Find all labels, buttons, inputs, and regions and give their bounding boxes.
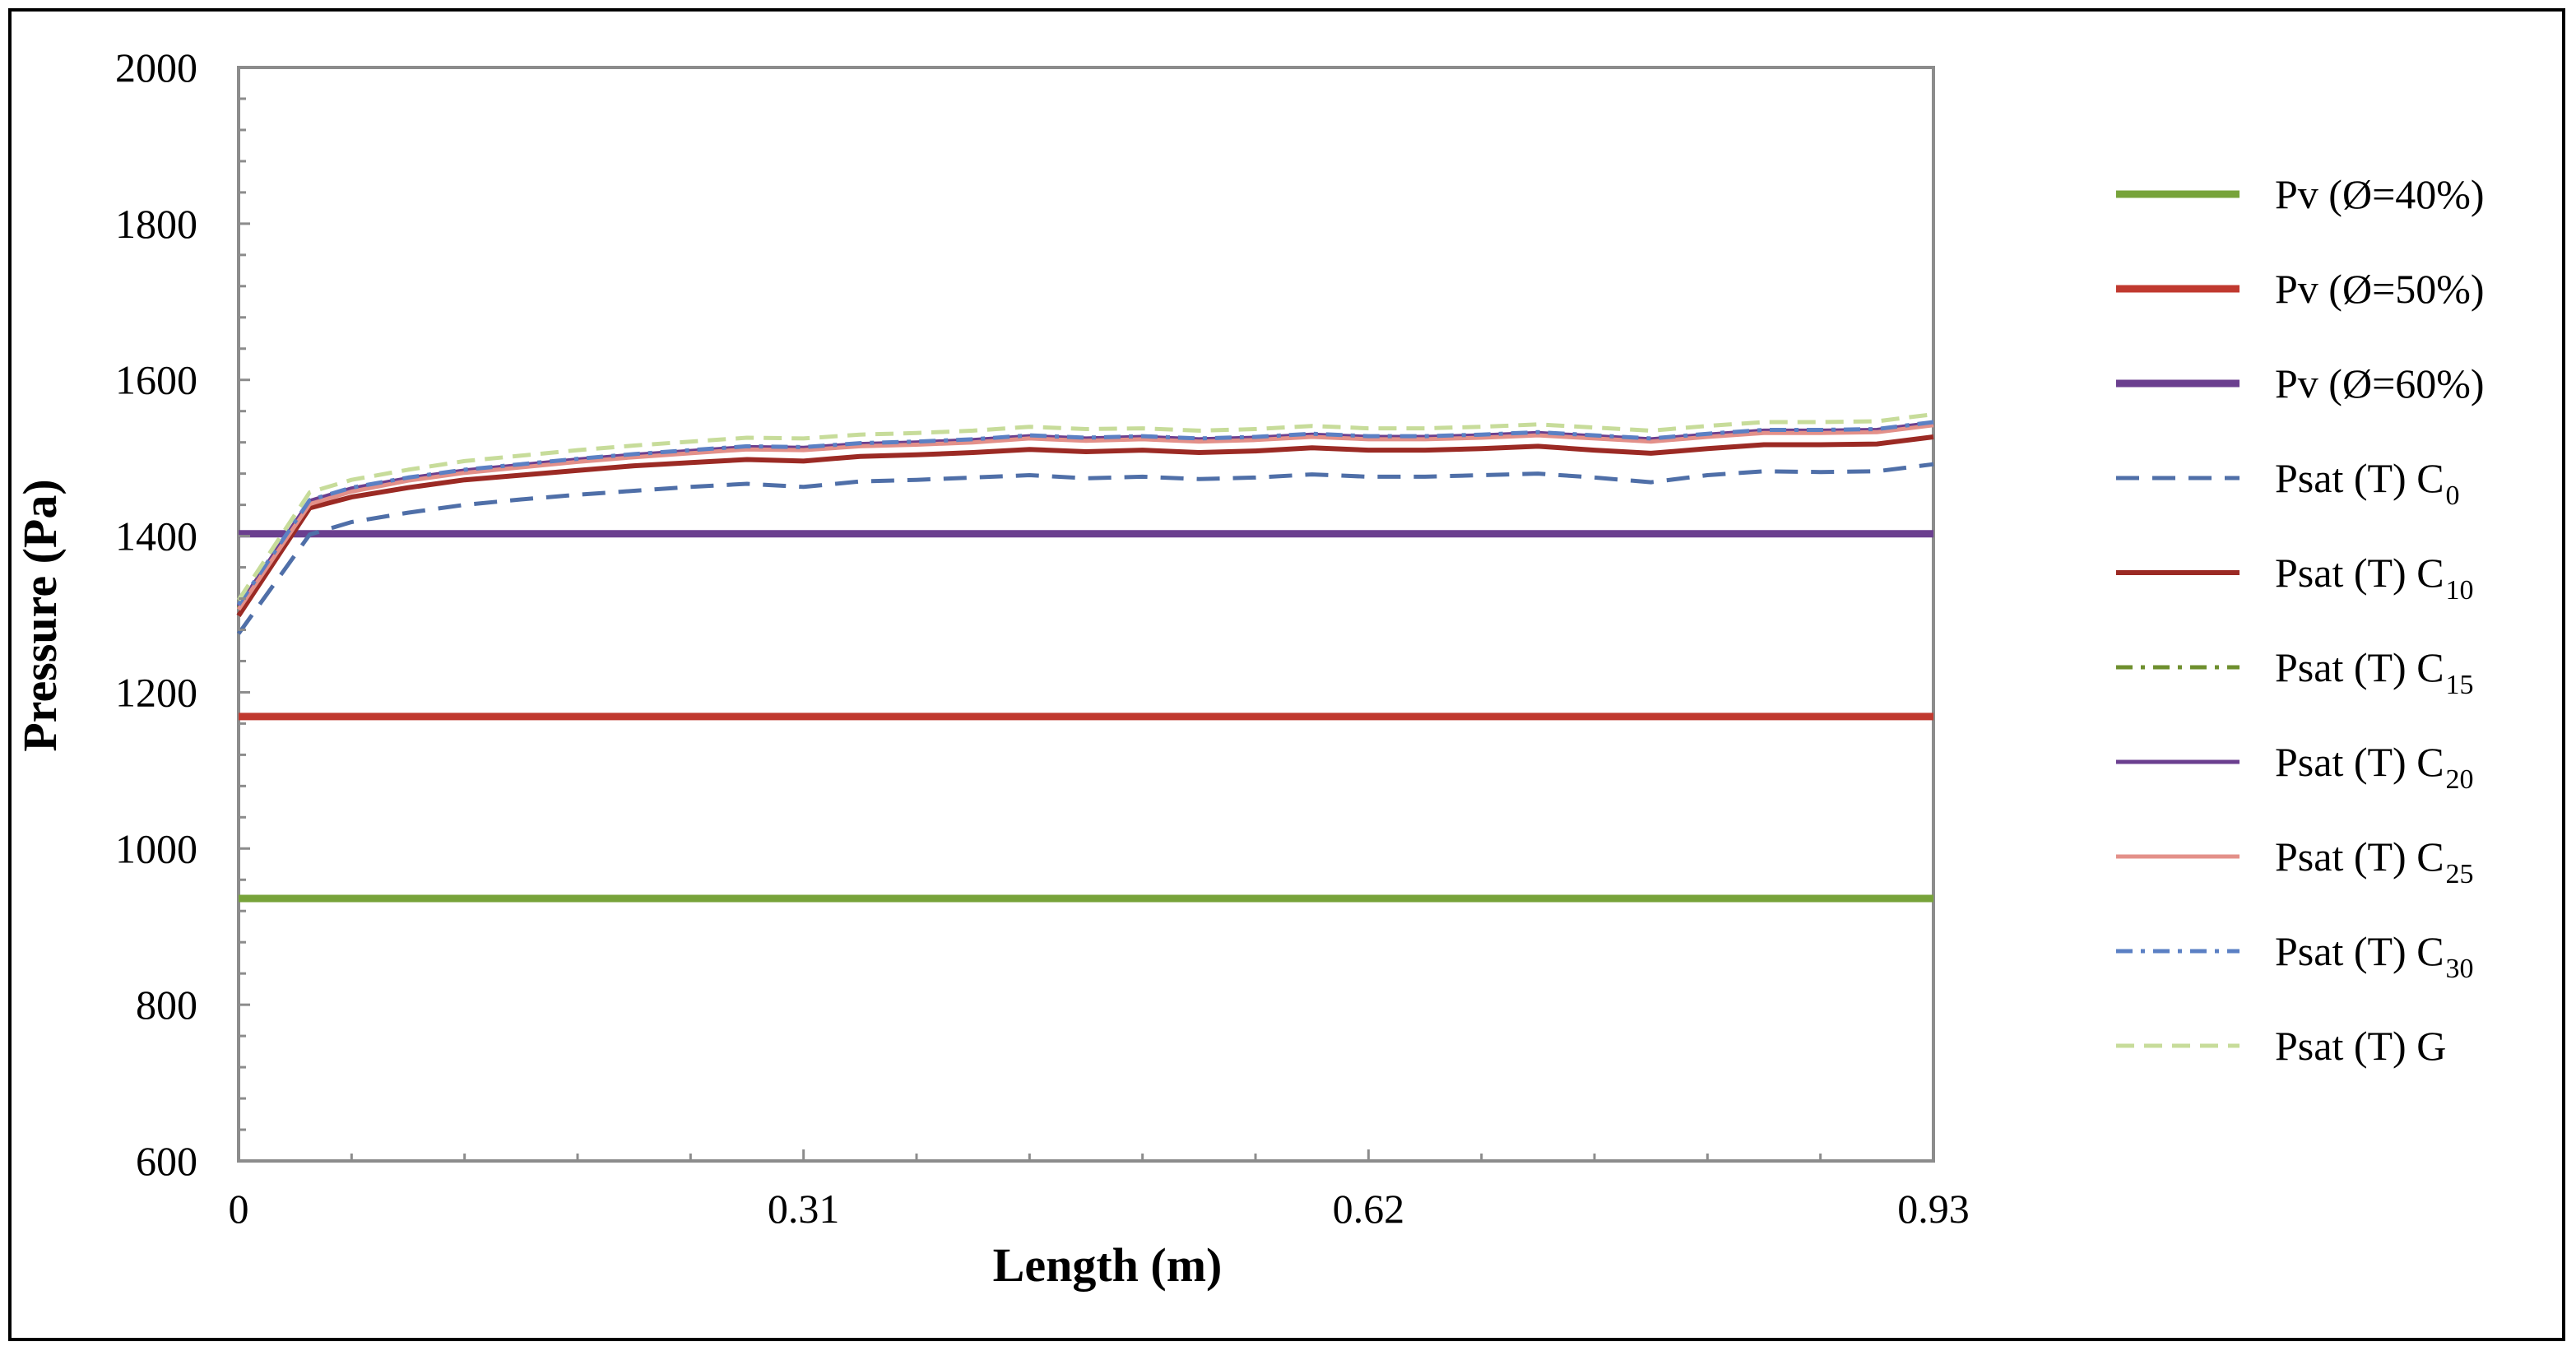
axes-layer: 600 800 1000 1200 1400 1600 1800 2000 0 0.31 0.62 0… [115,44,1970,1232]
series-layer [236,412,1934,903]
legend-item-7: Psat (T) C 25 [2116,833,2474,889]
legend-subscript: 30 [2446,954,2474,984]
legend-item-8: Psat (T) C 30 [2116,928,2474,984]
y-axis-title: Pressure (Pa) [13,479,67,751]
legend-subscript: 20 [2446,764,2474,795]
legend-item-6: Psat (T) C 20 [2116,739,2474,795]
series-line-4 [236,434,1934,618]
y-tick-label: 1800 [115,201,197,247]
y-tick-label: 2000 [115,44,197,91]
plot-border [237,66,1935,1163]
x-tick-label: 0.62 [1333,1186,1405,1232]
legend-label: Psat (T) C [2275,644,2444,690]
legend-subscript: 10 [2446,575,2474,606]
legend-label: Pv (Ø=60%) [2275,360,2485,406]
y-tick-label: 1000 [115,825,197,871]
y-tick-label: 800 [136,982,197,1028]
series-line-8 [236,420,1934,606]
x-axis-title: Length (m) [993,1238,1223,1292]
legend-item-4: Psat (T) C 10 [2116,550,2474,606]
plot-area [237,66,1935,1163]
legend-item-2: Pv (Ø=60%) [2116,360,2485,406]
series-line-3 [236,462,1934,635]
series-line-9 [236,412,1934,601]
legend-label: Psat (T) C [2275,833,2444,880]
legend-label: Psat (T) C [2275,455,2444,501]
legend-subscript: 0 [2446,481,2460,511]
legend-item-5: Psat (T) C 15 [2116,644,2474,700]
figure-frame [8,8,2565,1341]
y-tick-label: 600 [136,1138,197,1184]
legend-label: Pv (Ø=40%) [2275,171,2485,217]
legend-label: Psat (T) C [2275,550,2444,596]
legend-label: Psat (T) C [2275,928,2444,974]
series-line-7 [236,423,1934,611]
y-tick-label: 1200 [115,669,197,715]
legend-item-9: Psat (T) G [2116,1023,2446,1069]
legend-label: Psat (T) G [2275,1023,2446,1069]
legend-subscript: 25 [2446,859,2474,889]
x-tick-label: 0.93 [1897,1186,1970,1232]
x-tick-label: 0 [229,1186,249,1232]
legend-subscript: 15 [2446,670,2474,700]
legend-item-1: Pv (Ø=50%) [2116,266,2485,312]
legend-item-0: Pv (Ø=40%) [2116,171,2485,217]
legend-label: Psat (T) C [2275,739,2444,785]
x-tick-label: 0.31 [768,1186,840,1232]
y-tick-label: 1400 [115,513,197,559]
legend: Pv (Ø=40%) Pv (Ø=50%) Pv (Ø=60%) Psat (T) C… [2116,171,2485,1069]
y-tick-label: 1600 [115,357,197,403]
legend-label: Pv (Ø=50%) [2275,266,2485,312]
